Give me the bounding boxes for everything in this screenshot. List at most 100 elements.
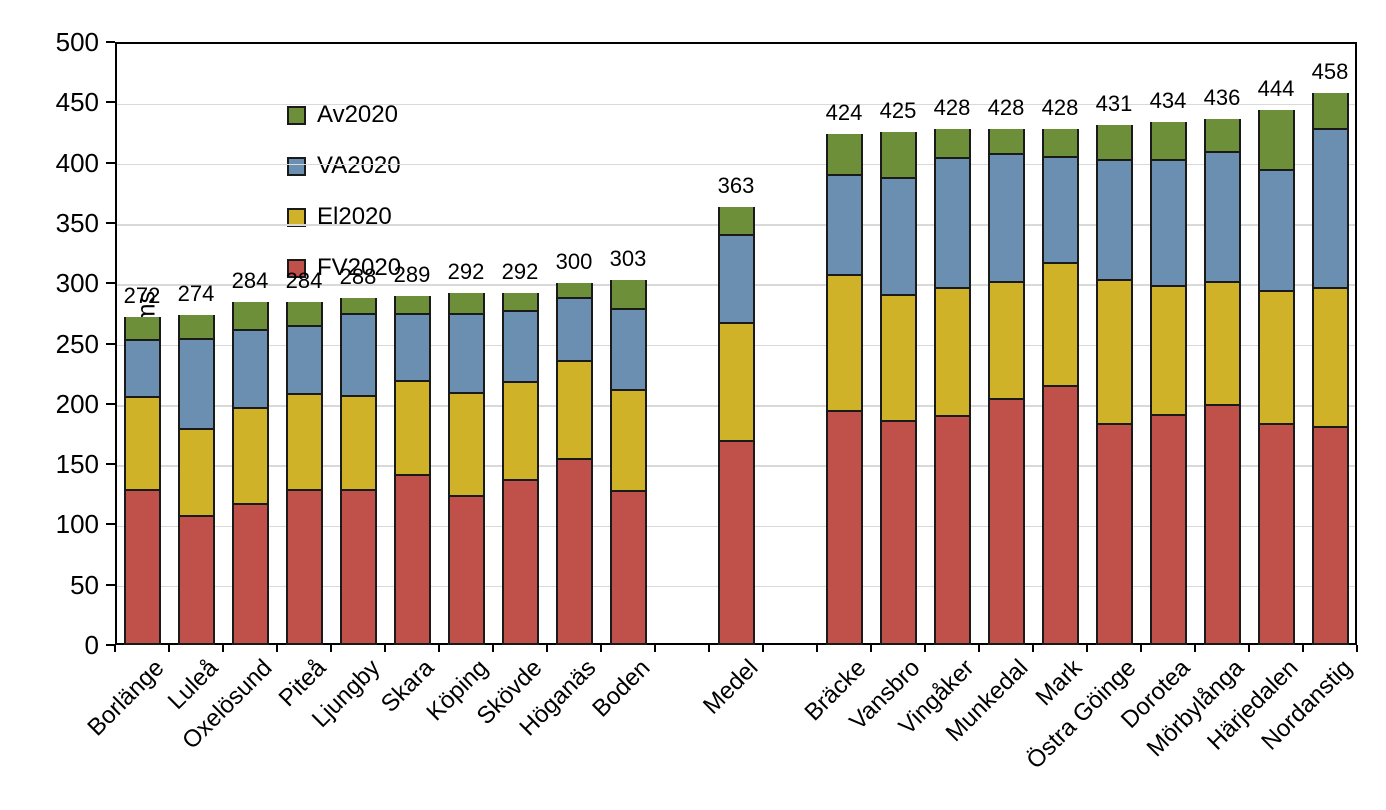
bar-nordanstig: 458 xyxy=(1311,59,1349,645)
bar-segment-av2020 xyxy=(1311,92,1349,131)
bar-total-label: 272 xyxy=(123,282,161,308)
x-axis-tick-1 xyxy=(168,645,170,652)
bar-segment-va2020 xyxy=(609,309,647,391)
bar-segment-el2020 xyxy=(1203,283,1241,407)
legend-item-av2020: Av2020 xyxy=(287,102,401,128)
x-axis-tick-12 xyxy=(762,645,764,652)
bar-segment-av2020 xyxy=(501,292,539,313)
bar-segment-va2020 xyxy=(717,236,755,325)
bar-segment-va2020 xyxy=(123,341,161,398)
bar-segment-va2020 xyxy=(177,339,215,431)
bar-segment-fv2020 xyxy=(231,505,269,645)
bar-segment-fv2020 xyxy=(393,476,431,645)
bar-total-label: 284 xyxy=(285,268,323,294)
bar-segment-fv2020 xyxy=(177,517,215,645)
legend-item-el2020: El2020 xyxy=(287,204,401,230)
bar-segment-va2020 xyxy=(1203,152,1241,284)
bar-segment-av2020 xyxy=(555,283,593,299)
bar-total-label: 444 xyxy=(1257,75,1295,101)
y-axis-tick-350 xyxy=(106,221,115,224)
bar-segment-va2020 xyxy=(1257,171,1295,292)
bar-medel: 363 xyxy=(717,174,755,645)
bar-segment-el2020 xyxy=(825,275,863,413)
y-axis-label-50: 50 xyxy=(70,569,99,600)
bar-segment-el2020 xyxy=(501,383,539,481)
bar-segment-el2020 xyxy=(609,390,647,492)
y-axis-label-200: 200 xyxy=(55,388,99,419)
bar-segment-va2020 xyxy=(285,326,323,396)
y-axis-tick-100 xyxy=(106,523,115,526)
x-axis-tick-22 xyxy=(1302,645,1304,652)
x-axis-tick-7 xyxy=(492,645,494,652)
bar-höganäs: 300 xyxy=(555,250,593,645)
bar-total-label: 288 xyxy=(339,263,377,289)
bar-segment-fv2020 xyxy=(555,460,593,645)
bar-segment-va2020 xyxy=(339,314,377,397)
bar-total-label: 289 xyxy=(393,262,431,288)
bar-total-label: 274 xyxy=(177,280,215,306)
bar-köping: 292 xyxy=(447,259,485,645)
y-axis-label-500: 500 xyxy=(55,27,99,57)
bar-segment-el2020 xyxy=(447,394,485,497)
bar-segment-fv2020 xyxy=(609,491,647,645)
x-axis-tick-17 xyxy=(1032,645,1034,652)
y-axis-label-0: 0 xyxy=(84,630,99,660)
bar-segment-el2020 xyxy=(285,395,323,491)
bar-total-label: 425 xyxy=(879,98,917,124)
y-axis-tick-150 xyxy=(106,463,115,466)
bar-segment-el2020 xyxy=(1095,280,1133,426)
bar-skara: 289 xyxy=(393,263,431,645)
bar-total-label: 428 xyxy=(987,94,1025,120)
bar-segment-va2020 xyxy=(1149,161,1187,287)
bar-segment-fv2020 xyxy=(447,496,485,645)
y-axis-tick-400 xyxy=(106,161,115,164)
y-axis-tick-0 xyxy=(106,644,115,646)
bar-segment-av2020 xyxy=(879,132,917,180)
bar-segment-fv2020 xyxy=(1257,425,1295,645)
legend-swatch-av2020 xyxy=(287,105,306,125)
y-axis-tick-250 xyxy=(106,342,115,345)
bar-total-label: 428 xyxy=(1041,94,1079,120)
bar-segment-el2020 xyxy=(1311,289,1349,428)
bar-östra-göinge: 431 xyxy=(1095,92,1133,645)
y-axis-tick-50 xyxy=(106,583,115,586)
bar-segment-av2020 xyxy=(1041,128,1079,158)
bar-segment-fv2020 xyxy=(1095,425,1133,645)
bar-segment-fv2020 xyxy=(1311,427,1349,645)
legend-item-fv2020: FV2020 xyxy=(287,255,401,281)
bar-bräcke: 424 xyxy=(825,100,863,645)
bar-segment-va2020 xyxy=(1095,161,1133,281)
bar-segment-av2020 xyxy=(231,302,269,332)
x-axis-tick-15 xyxy=(924,645,926,652)
bar-segment-av2020 xyxy=(717,207,755,237)
y-axis-tick-450 xyxy=(106,101,115,104)
bar-total-label: 436 xyxy=(1203,85,1241,111)
bar-segment-el2020 xyxy=(717,324,755,443)
bar-segment-el2020 xyxy=(987,283,1025,401)
x-axis-tick-23 xyxy=(1356,645,1358,652)
legend-label-fv2020: FV2020 xyxy=(317,254,402,281)
bar-mörbylånga: 436 xyxy=(1203,86,1241,645)
legend-label-el2020: El2020 xyxy=(317,203,392,230)
x-axis-tick-14 xyxy=(870,645,872,652)
bar-segment-fv2020 xyxy=(1203,406,1241,645)
y-axis-label-450: 450 xyxy=(55,87,99,118)
y-axis-tick-200 xyxy=(106,402,115,405)
bar-segment-va2020 xyxy=(393,314,431,383)
bar-segment-av2020 xyxy=(609,279,647,310)
x-axis-tick-11 xyxy=(708,645,710,652)
bar-segment-av2020 xyxy=(1203,119,1241,153)
bar-segment-av2020 xyxy=(987,128,1025,156)
bar-segment-av2020 xyxy=(339,297,377,315)
bar-skövde: 292 xyxy=(501,259,539,645)
legend-label-va2020: VA2020 xyxy=(317,152,401,179)
y-axis-tick-500 xyxy=(106,41,115,43)
bar-segment-fv2020 xyxy=(933,417,971,645)
bar-segment-fv2020 xyxy=(879,421,917,645)
x-axis-tick-9 xyxy=(600,645,602,652)
bar-segment-el2020 xyxy=(123,397,161,491)
bar-segment-el2020 xyxy=(933,289,971,418)
bar-segment-av2020 xyxy=(285,302,323,327)
x-axis-tick-2 xyxy=(222,645,224,652)
bar-segment-av2020 xyxy=(825,133,863,176)
